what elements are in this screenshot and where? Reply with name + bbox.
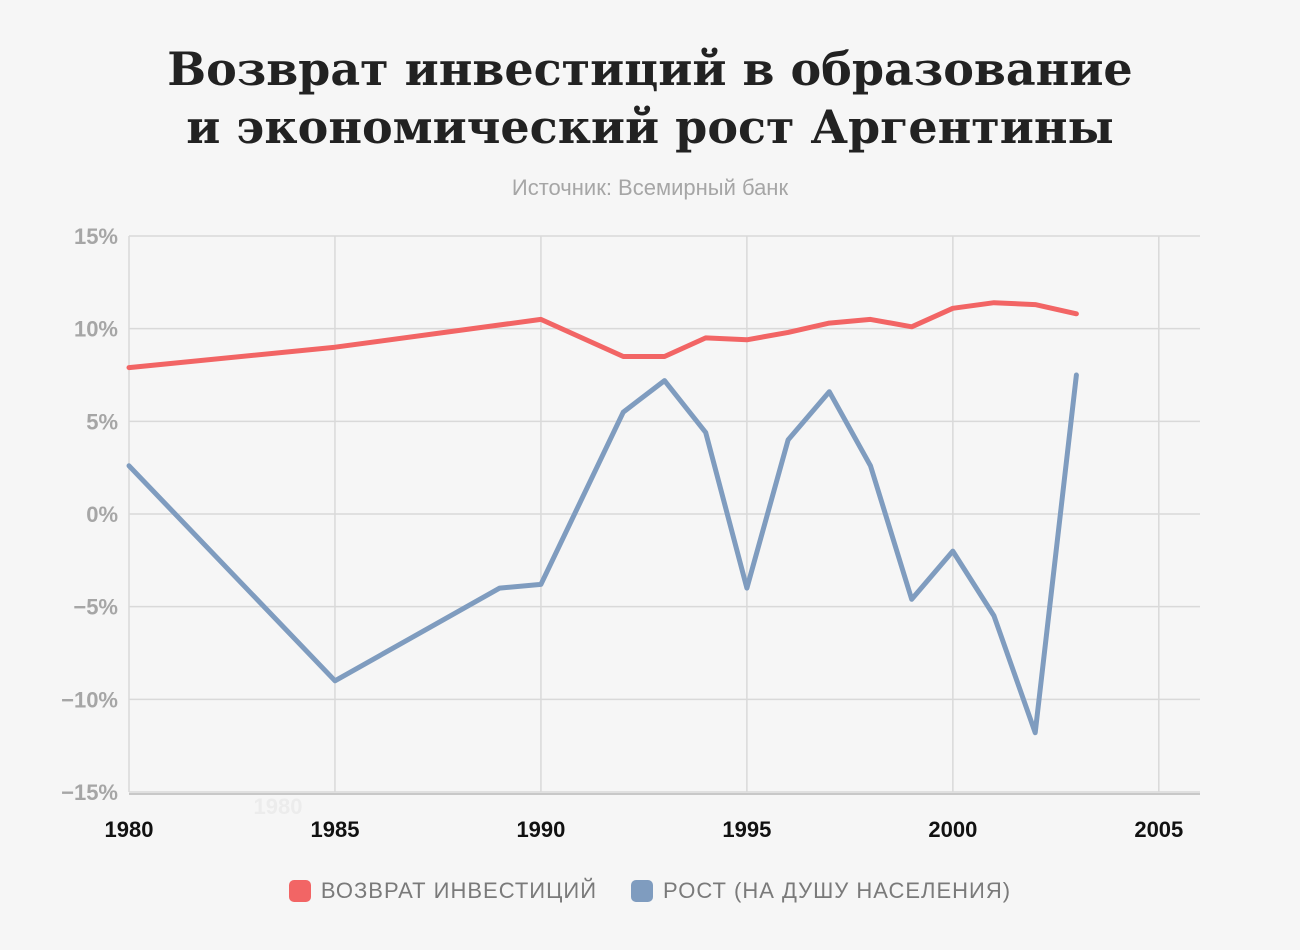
y-tick-label: −10%	[61, 687, 118, 712]
x-tick-label: 1980	[105, 817, 154, 842]
x-tick-label: 1985	[310, 817, 359, 842]
y-tick-label: −15%	[61, 780, 118, 805]
y-tick-label: 0%	[86, 502, 118, 527]
y-tick-label: 5%	[86, 409, 118, 434]
legend-label-growth: РОСТ (НА ДУШУ НАСЕЛЕНИЯ)	[663, 878, 1012, 903]
chart-title-line-2: и экономический рост Аргентины	[186, 100, 1114, 154]
x-tick-label: 1990	[516, 817, 565, 842]
chart-legend: ВОЗВРАТ ИНВЕСТИЦИЙ РОСТ (НА ДУШУ НАСЕЛЕН…	[0, 878, 1300, 904]
x-tick-label: 2000	[928, 817, 977, 842]
chart-subtitle: Источник: Всемирный банк	[511, 175, 789, 200]
legend-item-growth: РОСТ (НА ДУШУ НАСЕЛЕНИЯ)	[631, 878, 1011, 904]
chart-title: Возврат инвестиций в образование и эконо…	[0, 40, 1300, 156]
y-tick-label: 10%	[74, 317, 118, 342]
legend-swatch-growth	[631, 880, 654, 902]
y-tick-label: 15%	[74, 224, 118, 249]
x-tick-label: 2005	[1134, 817, 1183, 842]
series-line-returns	[126, 300, 1079, 371]
watermark-text: 1980	[254, 794, 303, 819]
x-tick-label: 1995	[722, 817, 771, 842]
legend-label-returns: ВОЗВРАТ ИНВЕСТИЦИЙ	[320, 878, 598, 903]
series-line-growth	[126, 372, 1079, 736]
legend-swatch-returns	[288, 880, 311, 902]
y-tick-label: −5%	[73, 595, 118, 620]
chart-title-line-1: Возврат инвестиций в образование	[167, 42, 1133, 96]
legend-item-returns: ВОЗВРАТ ИНВЕСТИЦИЙ	[288, 878, 598, 904]
